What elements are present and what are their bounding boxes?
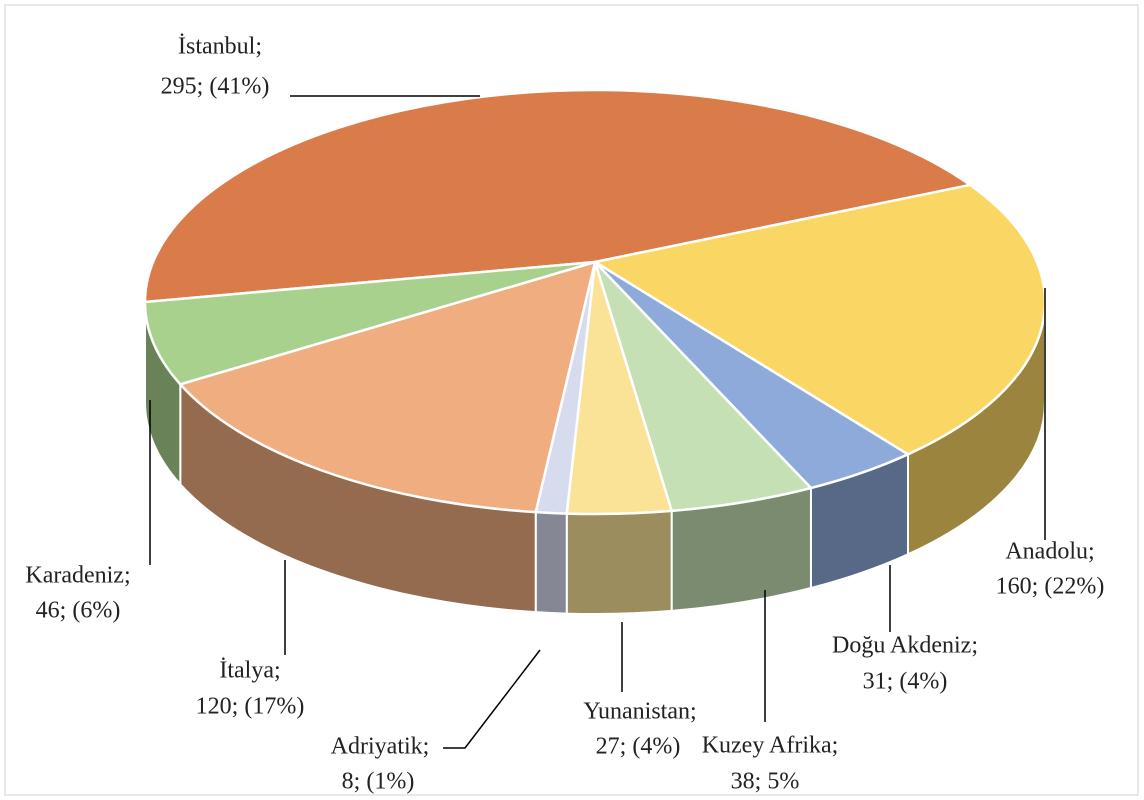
pie-slice <box>591 183 1047 456</box>
pie-side <box>534 511 568 615</box>
slice-label-value: 295; (41%) <box>161 74 270 100</box>
slice-label-value: 120; (17%) <box>196 694 305 720</box>
slice-label-value: 160; (22%) <box>996 574 1105 600</box>
pie-slice <box>178 260 597 514</box>
slice-label-name: İtalya; <box>219 658 280 684</box>
slice-label-name: İstanbul; <box>178 34 262 60</box>
pie-slice <box>593 261 814 513</box>
slice-label-name: Doğu Akdeniz; <box>832 633 978 659</box>
slice-label-name: Anadolu; <box>1005 539 1094 565</box>
slice-label-value: 31; (4%) <box>863 669 948 695</box>
slice-label-value: 46; (6%) <box>36 598 121 624</box>
slice-label-value: 8; (1%) <box>342 769 415 795</box>
slice-label-name: Kuzey Afrika; <box>702 733 839 759</box>
slice-label-name: Yunanistan; <box>583 699 696 725</box>
slice-label-name: Adriyatik; <box>331 734 430 760</box>
leader-line <box>443 649 541 749</box>
pie-slice <box>143 260 596 386</box>
slice-label-name: Karadeniz; <box>25 563 130 589</box>
pie-slice <box>143 88 974 304</box>
slice-label-value: 27; (4%) <box>596 734 681 760</box>
slice-label-value: 38; 5% <box>731 769 800 795</box>
pie-side <box>565 509 673 615</box>
